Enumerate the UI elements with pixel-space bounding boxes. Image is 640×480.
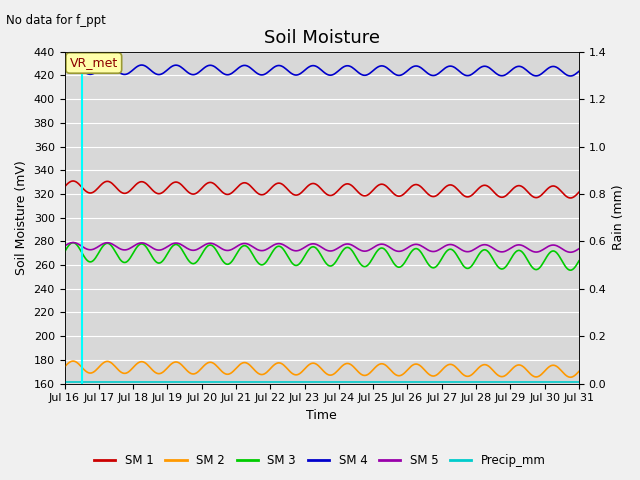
Title: Soil Moisture: Soil Moisture — [264, 29, 380, 48]
X-axis label: Time: Time — [307, 409, 337, 422]
Legend: SM 1, SM 2, SM 3, SM 4, SM 5, Precip_mm: SM 1, SM 2, SM 3, SM 4, SM 5, Precip_mm — [90, 449, 550, 472]
Y-axis label: Soil Moisture (mV): Soil Moisture (mV) — [15, 160, 28, 275]
Y-axis label: Rain (mm): Rain (mm) — [612, 185, 625, 251]
Text: VR_met: VR_met — [70, 57, 118, 70]
Text: No data for f_ppt: No data for f_ppt — [6, 14, 106, 27]
